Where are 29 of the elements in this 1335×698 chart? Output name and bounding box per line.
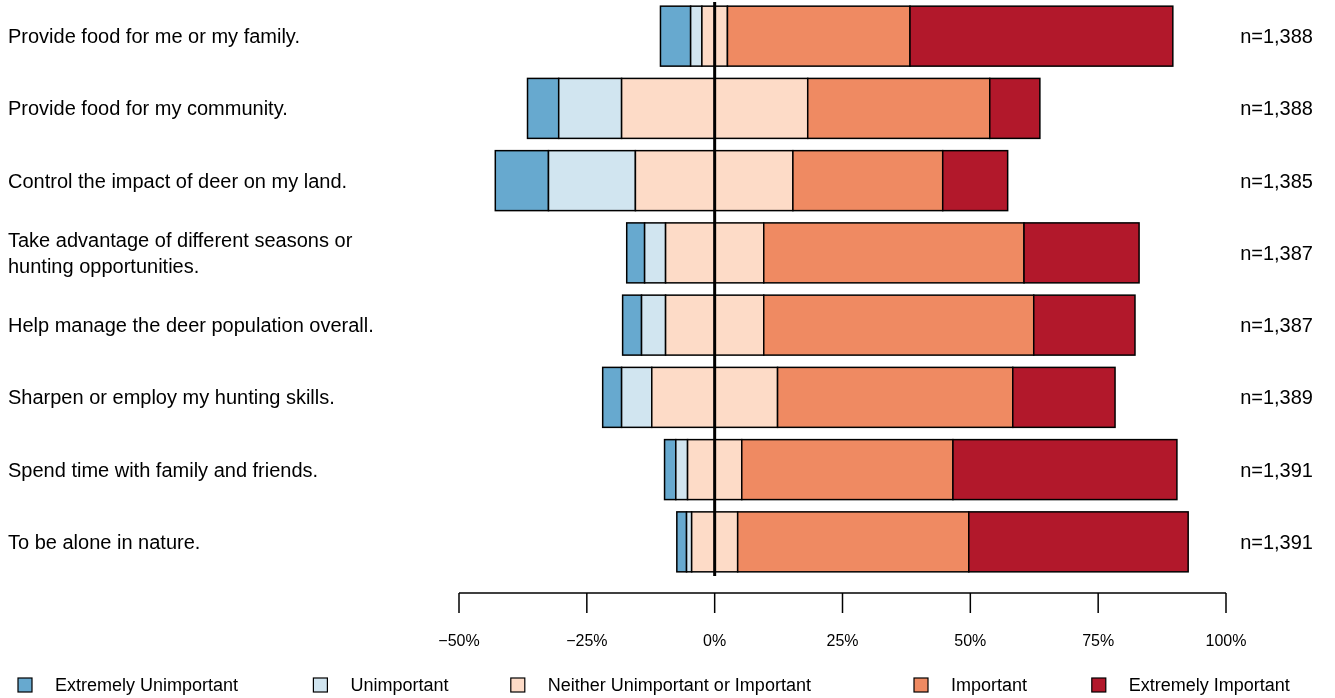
x-tick-label: −25% (566, 632, 608, 649)
y-tick-label: Provide food for my community. (8, 97, 288, 120)
legend-label: Neither Unimportant or Important (547, 675, 811, 695)
y-tick-label: Provide food for me or my family. (8, 25, 300, 48)
text: n=1,388 (1240, 25, 1313, 48)
text: n=1,391 (1240, 530, 1313, 553)
legend-label: Extremely Important (1128, 675, 1290, 695)
x-tick-label: 25% (826, 632, 859, 649)
y-tick-label: Spend time with family and friends. (8, 458, 319, 481)
x-tick-label: 50% (954, 632, 987, 649)
bar (676, 511, 688, 573)
legend-label: Unimportant (350, 675, 449, 695)
y-tick-label: Take advantage of different seasons or hunting opportunities. (8, 228, 353, 277)
x-tick-label: −50% (438, 632, 480, 649)
text: n=1,389 (1240, 386, 1313, 409)
text: n=1,391 (1240, 458, 1313, 481)
text: n=1,388 (1240, 97, 1313, 120)
y-tick-label: Control the impact of deer on my land. (8, 169, 348, 192)
y-tick-label: Sharpen or employ my hunting skills. (8, 386, 335, 409)
y-tick-label: Help manage the deer population overall. (8, 314, 374, 337)
y-tick-label: To be alone in nature. (8, 530, 201, 553)
x-tick-label: 75% (1082, 632, 1115, 649)
text: n=1,385 (1240, 169, 1313, 192)
legend-label: Extremely Unimportant (55, 675, 239, 695)
x-tick-label: 0% (703, 632, 727, 649)
text: n=1,387 (1240, 314, 1313, 337)
text: n=1,387 (1240, 241, 1313, 264)
x-tick-label: 100% (1205, 632, 1247, 649)
legend-label: Important (951, 675, 1028, 695)
